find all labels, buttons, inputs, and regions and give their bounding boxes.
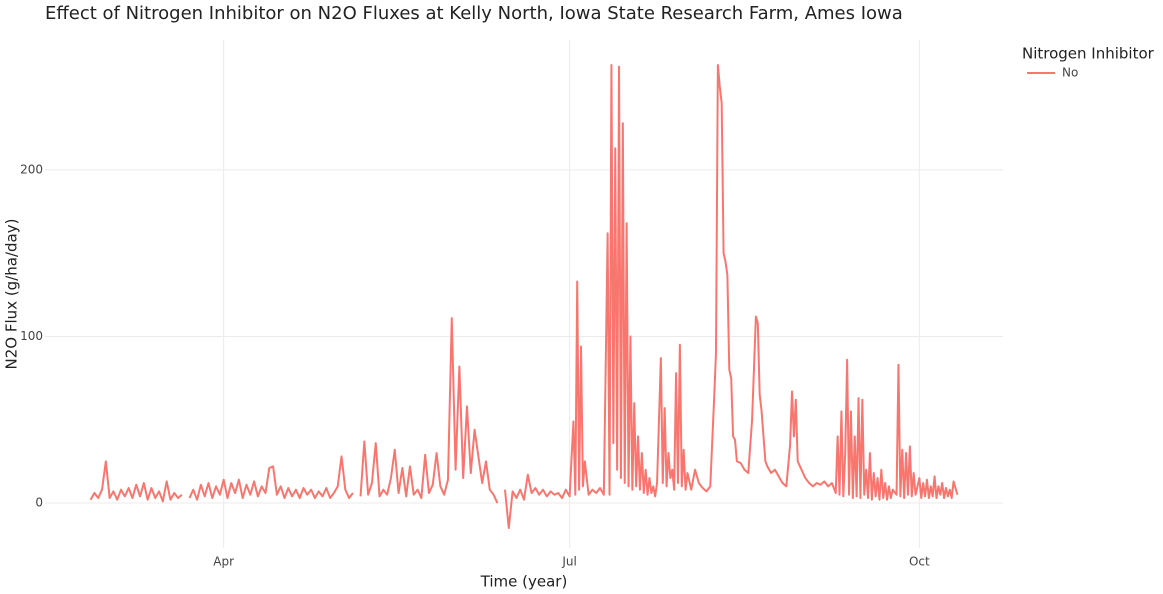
x-axis-title: Time (year) — [480, 573, 568, 591]
x-tick-label: Oct — [909, 555, 930, 569]
y-tick-label: 200 — [20, 162, 43, 176]
legend-label: No — [1062, 66, 1078, 80]
x-tick-label: Jul — [561, 555, 576, 569]
y-tick-label: 0 — [35, 496, 43, 510]
chart-title: Effect of Nitrogen Inhibitor on N2O Flux… — [45, 3, 903, 24]
y-axis-title: N2O Flux (g/ha/day) — [3, 219, 21, 370]
x-tick-label: Apr — [213, 555, 234, 569]
y-tick-label: 100 — [20, 329, 43, 343]
legend-title: Nitrogen Inhibitor — [1022, 45, 1155, 63]
data-line — [89, 63, 959, 530]
